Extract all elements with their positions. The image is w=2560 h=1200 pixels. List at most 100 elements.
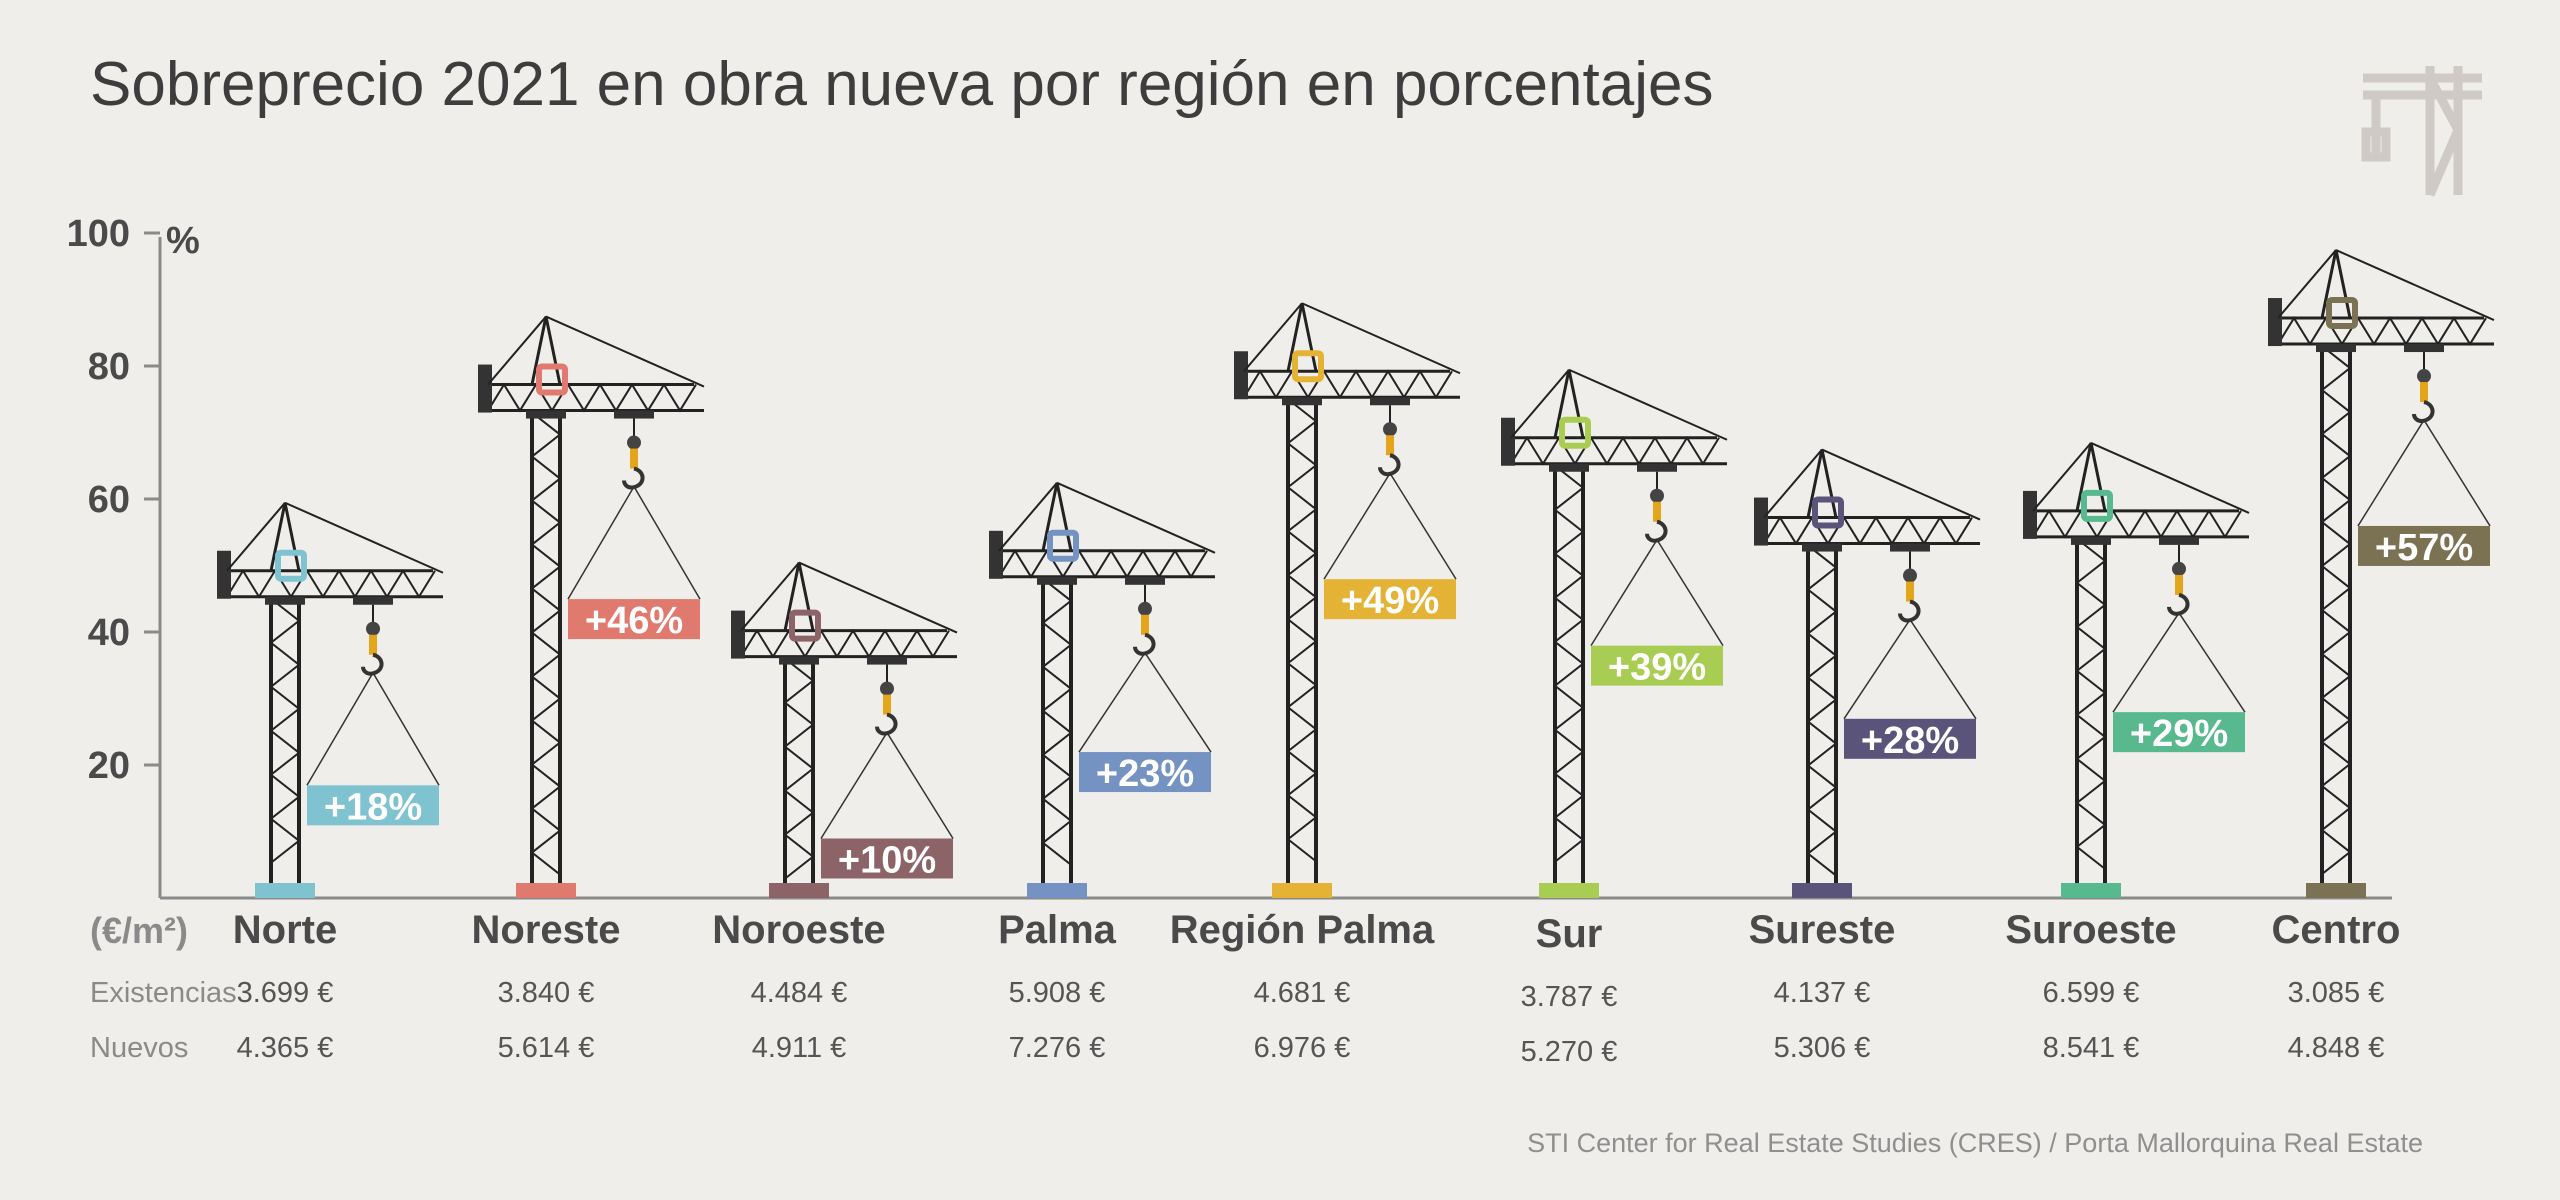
price-nuevos: 4.365 € (237, 1032, 334, 1064)
crane-counterweight (2268, 298, 2282, 347)
crane-base (1539, 883, 1599, 898)
crane-hook-block (1386, 435, 1394, 456)
crane-trolley (1890, 543, 1930, 552)
price-nuevos: 6.976 € (1254, 1032, 1351, 1064)
crane-counterweight (1501, 417, 1515, 466)
y-tick-label: 80 (88, 346, 130, 388)
crane-4: +23% (989, 481, 1216, 898)
crane-hook (1378, 453, 1401, 477)
y-tick-label: 100 (67, 213, 130, 255)
crane-lattice (1553, 464, 1585, 863)
crane-hook (1133, 632, 1156, 656)
crane-lattice (269, 597, 301, 864)
crane-hook-pulley (366, 621, 380, 636)
crane-counterweight (1754, 497, 1768, 546)
crane-hook-block (1653, 501, 1661, 522)
crane-7: +28% (1754, 448, 1981, 898)
crane-cable (740, 561, 800, 632)
value-box (568, 599, 700, 640)
crane-cabin (2081, 489, 2113, 522)
crane-jib-truss (998, 548, 1208, 579)
crane-base (1027, 883, 1087, 898)
crane-hook (2167, 592, 2190, 616)
crane-lattice (2075, 538, 2107, 870)
crane-slew (1037, 576, 1077, 585)
crane-base (769, 883, 829, 898)
crane-jib-truss (1243, 369, 1453, 400)
crane-trolley (1125, 576, 1165, 585)
crane-1: +18% (217, 501, 444, 898)
crane-cable (2335, 249, 2495, 321)
crane-cable (798, 561, 958, 634)
chart-title: Sobreprecio 2021 en obra nueva por regió… (90, 50, 1713, 119)
price-nuevos: 4.848 € (2288, 1032, 2385, 1064)
crane-cable (1510, 369, 1570, 439)
crane-slew (265, 596, 305, 605)
crane-cable (545, 315, 705, 388)
crane-sling (1843, 618, 1977, 720)
crane-cable (2032, 442, 2092, 512)
value-label: +49% (1341, 580, 1439, 622)
crane-cabin (2326, 297, 2358, 330)
crane-hook-block (1141, 614, 1149, 635)
value-label: +29% (2130, 713, 2228, 755)
crane-sling (306, 671, 440, 786)
crane-lattice (783, 657, 815, 880)
value-box (2113, 712, 2245, 753)
crane-hook-pulley (2417, 369, 2431, 384)
crane-base (255, 883, 315, 898)
price-existencias: 4.681 € (1254, 977, 1351, 1009)
crane-3: +10% (731, 561, 958, 898)
crane-jib-truss (226, 568, 436, 599)
category-label: Sur (1536, 912, 1603, 956)
crane-hook (622, 466, 645, 490)
value-box (1844, 718, 1976, 759)
crane-cable (1568, 368, 1728, 441)
crane-lattice (530, 411, 562, 876)
crane-cabin (536, 363, 568, 396)
crane-cable (1821, 448, 1981, 521)
crane-hook-block (883, 694, 891, 715)
crane-jib-truss (2277, 316, 2487, 346)
crane-cable (1056, 481, 1216, 554)
crane-sling (2112, 611, 2246, 713)
value-box (1591, 645, 1723, 686)
crane-hook (2412, 400, 2435, 423)
crane-5: +49% (1234, 302, 1461, 898)
crane-slew (2071, 536, 2111, 545)
crane-lattice (1286, 398, 1318, 863)
category-label: Suroeste (2005, 908, 2176, 952)
crane-slew (1549, 463, 1589, 472)
crane-lattice (1041, 578, 1073, 866)
crane-sling (1323, 471, 1457, 580)
price-existencias: 3.699 € (237, 977, 334, 1009)
crane-base (2061, 883, 2121, 898)
crane-jib-truss (487, 382, 697, 413)
crane-6: +39% (1501, 368, 1728, 898)
value-box (2358, 525, 2490, 566)
crane-hook-pulley (2172, 561, 2186, 576)
crane-2: +46% (478, 315, 705, 898)
crane-slew (779, 656, 819, 665)
value-label: +46% (585, 600, 683, 642)
crane-trolley (867, 656, 907, 665)
price-existencias: 3.787 € (1521, 981, 1618, 1013)
crane-sling (567, 485, 701, 600)
crane-trolley (353, 596, 393, 605)
crane-8: +29% (2023, 441, 2250, 898)
price-existencias: 3.085 € (2288, 977, 2385, 1009)
category-label: Noroeste (712, 908, 885, 952)
crane-slew (1282, 397, 1322, 406)
value-box (1324, 579, 1456, 620)
value-label: +57% (2375, 527, 2473, 569)
crane-sling (1078, 651, 1212, 753)
crane-hook (1645, 519, 1668, 543)
crane-cabin (1812, 496, 1844, 529)
crane-cable (487, 315, 547, 386)
crane-trolley (2404, 344, 2444, 353)
crane-cabin (1559, 416, 1591, 449)
value-label: +18% (324, 786, 422, 828)
value-label: +28% (1861, 720, 1959, 762)
price-existencias: 4.137 € (1774, 977, 1871, 1009)
